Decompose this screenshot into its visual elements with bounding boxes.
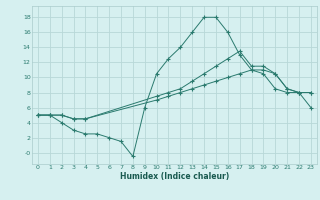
X-axis label: Humidex (Indice chaleur): Humidex (Indice chaleur) [120,172,229,181]
